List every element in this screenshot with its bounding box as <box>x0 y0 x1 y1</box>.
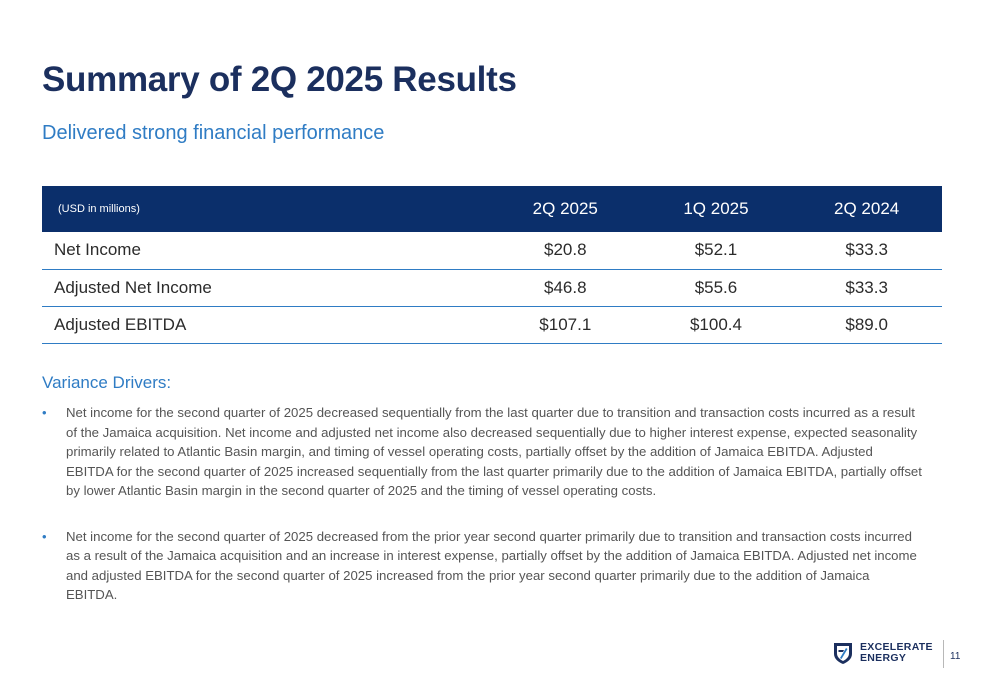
table-cell: $46.8 <box>544 277 587 297</box>
units-label: (USD in millions) <box>58 203 140 215</box>
column-header-1q-2025: 1Q 2025 <box>683 199 749 218</box>
logo-text-line1: EXCELERATE <box>860 641 933 653</box>
bullet-icon: • <box>42 405 47 420</box>
footer-divider <box>943 640 944 668</box>
table-row: Adjusted EBITDA $107.1 $100.4 $89.0 <box>42 306 942 343</box>
table-header-row: (USD in millions) 2Q 2025 1Q 2025 2Q 202… <box>42 186 942 232</box>
results-table: (USD in millions) 2Q 2025 1Q 2025 2Q 202… <box>42 186 942 344</box>
table-cell: $33.3 <box>845 277 888 297</box>
column-header-2q-2025: 2Q 2025 <box>532 199 598 218</box>
list-item: • Net income for the second quarter of 2… <box>42 403 922 501</box>
company-logo: EXCELERATE ENERGY <box>832 641 933 665</box>
bullet-text: Net income for the second quarter of 202… <box>66 528 917 603</box>
row-label-adjusted-net-income: Adjusted Net Income <box>54 277 212 297</box>
table-cell: $89.0 <box>845 314 888 334</box>
column-header-2q-2024: 2Q 2024 <box>834 199 900 218</box>
row-label-adjusted-ebitda: Adjusted EBITDA <box>54 314 187 334</box>
slide-subtitle: Delivered strong financial performance <box>42 122 385 144</box>
table-cell: $33.3 <box>845 240 888 260</box>
bullet-icon: • <box>42 528 47 544</box>
table-row: Adjusted Net Income $46.8 $55.6 $33.3 <box>42 269 942 306</box>
variance-drivers-heading: Variance Drivers: <box>42 373 172 392</box>
logo-text-line2: ENERGY <box>860 652 907 664</box>
page-number: 11 <box>950 651 961 662</box>
variance-drivers-list: • Net income for the second quarter of 2… <box>42 403 922 605</box>
table-cell: $100.4 <box>689 314 742 334</box>
bullet-text: Net income for the second quarter of 202… <box>66 405 922 498</box>
table-cell: $20.8 <box>544 240 587 260</box>
table-cell: $52.1 <box>694 240 738 260</box>
excelerate-shield-logo-icon <box>834 643 852 664</box>
slide-title: Summary of 2Q 2025 Results <box>42 60 517 99</box>
row-label-net-income: Net Income <box>54 240 141 260</box>
table-cell: $55.6 <box>694 277 738 297</box>
list-item: • Net income for the second quarter of 2… <box>42 527 922 605</box>
table-cell: $107.1 <box>539 314 592 334</box>
table-row: Net Income $20.8 $52.1 $33.3 <box>42 232 942 269</box>
